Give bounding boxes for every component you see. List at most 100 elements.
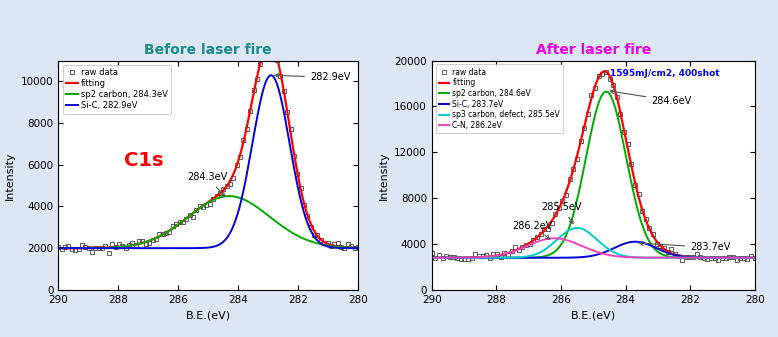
raw data [648, 232, 657, 236]
Line: C-N, 286.2eV: C-N, 286.2eV [432, 238, 755, 258]
Si-C, 283.7eV [750, 256, 759, 260]
fitting [127, 243, 136, 247]
fitting [54, 246, 63, 250]
raw data [427, 251, 436, 255]
Si-C, 283.7eV [630, 240, 640, 244]
Si-C, 282.9eV [127, 246, 136, 250]
Si-C, 282.9eV [152, 246, 162, 250]
raw data [601, 69, 611, 73]
raw data [518, 245, 527, 249]
Si-C, 283.7eV [506, 256, 516, 260]
sp2 carbon, 284.3eV [127, 243, 136, 247]
Si-C, 283.7eV [427, 256, 436, 260]
Line: sp2 carbon, 284.6eV: sp2 carbon, 284.6eV [432, 92, 755, 258]
sp2 carbon, 284.3eV [276, 223, 286, 227]
fitting [559, 195, 569, 200]
Line: Si-C, 283.7eV: Si-C, 283.7eV [432, 242, 755, 258]
Line: fitting: fitting [432, 71, 755, 258]
fitting [353, 246, 363, 250]
Text: 283.7eV: 283.7eV [640, 241, 731, 252]
Line: raw data: raw data [57, 43, 359, 255]
sp2 carbon, 284.3eV [217, 195, 226, 199]
C-N, 286.2eV [534, 239, 543, 243]
raw data [141, 242, 150, 246]
Text: C1s: C1s [124, 151, 163, 170]
raw data [97, 246, 107, 250]
raw data [353, 245, 363, 249]
fitting [152, 235, 162, 239]
Title: After laser fire: After laser fire [535, 43, 651, 57]
Si-C, 283.7eV [693, 255, 703, 259]
raw data [61, 245, 70, 249]
Si-C, 282.9eV [176, 246, 185, 250]
C-N, 286.2eV [604, 253, 613, 257]
fitting [693, 255, 703, 259]
sp2 carbon, 284.6eV [506, 256, 516, 260]
C-N, 286.2eV [559, 238, 569, 242]
fitting [506, 250, 516, 254]
Title: Before laser fire: Before laser fire [144, 43, 272, 57]
fitting [534, 234, 543, 238]
sp2 carbon, 284.3eV [152, 235, 162, 239]
fitting [750, 256, 759, 260]
sp2 carbon, 284.3eV [300, 237, 310, 241]
Line: sp3 carbon, defect, 285.5eV: sp3 carbon, defect, 285.5eV [432, 228, 755, 258]
C-N, 286.2eV [667, 256, 676, 260]
fitting [176, 220, 185, 224]
Legend: raw data, fitting, sp2 carbon, 284.3eV, Si-C, 282.9eV: raw data, fitting, sp2 carbon, 284.3eV, … [62, 65, 171, 114]
fitting [276, 73, 286, 77]
raw data [467, 256, 476, 260]
Si-C, 282.9eV [276, 96, 286, 100]
C-N, 286.2eV [750, 256, 759, 260]
Line: fitting: fitting [58, 44, 358, 248]
Si-C, 282.9eV [353, 246, 363, 250]
sp3 carbon, defect, 285.5eV [604, 247, 613, 251]
Line: raw data: raw data [430, 70, 756, 262]
sp3 carbon, defect, 285.5eV [427, 256, 436, 260]
Si-C, 283.7eV [667, 252, 676, 256]
Si-C, 283.7eV [604, 249, 613, 253]
C-N, 286.2eV [506, 250, 516, 254]
X-axis label: B.E.(eV): B.E.(eV) [185, 310, 231, 320]
Si-C, 282.9eV [266, 73, 275, 77]
Si-C, 283.7eV [451, 256, 461, 260]
fitting [217, 190, 226, 194]
sp2 carbon, 284.6eV [427, 256, 436, 260]
fitting [300, 204, 310, 208]
fitting [427, 256, 436, 260]
fitting [604, 72, 613, 76]
Si-C, 282.9eV [300, 213, 310, 217]
fitting [667, 251, 676, 255]
Si-C, 283.7eV [534, 256, 543, 260]
sp2 carbon, 284.3eV [224, 194, 233, 198]
Si-C, 283.7eV [559, 256, 569, 260]
sp3 carbon, defect, 285.5eV [534, 251, 543, 255]
Text: 1595mJ/cm2, 400shot: 1595mJ/cm2, 400shot [609, 69, 719, 78]
Y-axis label: Intensity: Intensity [5, 151, 16, 200]
C-N, 286.2eV [693, 256, 703, 260]
Text: 282.9eV: 282.9eV [275, 72, 350, 82]
fitting [600, 69, 609, 73]
sp2 carbon, 284.6eV [667, 255, 676, 259]
Text: 286.2eV: 286.2eV [513, 221, 553, 239]
sp3 carbon, defect, 285.5eV [573, 226, 582, 230]
sp2 carbon, 284.6eV [604, 91, 613, 95]
Text: 285.5eV: 285.5eV [541, 202, 582, 223]
sp3 carbon, defect, 285.5eV [559, 232, 569, 236]
raw data [54, 245, 63, 249]
sp2 carbon, 284.3eV [54, 246, 63, 250]
C-N, 286.2eV [550, 236, 559, 240]
Si-C, 282.9eV [217, 241, 226, 245]
sp3 carbon, defect, 285.5eV [667, 256, 676, 260]
sp3 carbon, defect, 285.5eV [693, 256, 703, 260]
sp3 carbon, defect, 285.5eV [750, 256, 759, 260]
sp2 carbon, 284.3eV [176, 220, 185, 224]
sp2 carbon, 284.6eV [559, 238, 569, 242]
raw data [732, 258, 741, 263]
raw data [703, 257, 712, 261]
X-axis label: B.E.(eV): B.E.(eV) [570, 310, 616, 320]
C-N, 286.2eV [427, 256, 436, 260]
Si-C, 282.9eV [54, 246, 63, 250]
Line: Si-C, 282.9eV: Si-C, 282.9eV [58, 75, 358, 248]
fitting [265, 42, 274, 46]
